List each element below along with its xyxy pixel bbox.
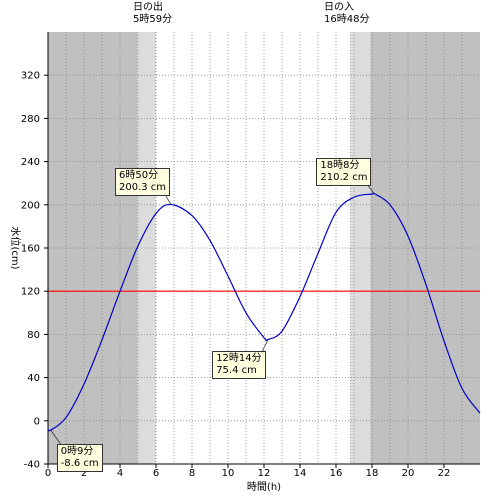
y-axis-label: 水位(cm) (9, 226, 22, 269)
extremum-value: -8.6 cm (60, 458, 99, 470)
y-tick-label: 280 (21, 114, 40, 125)
extremum-callout: 6時50分 200.3 cm (114, 168, 171, 197)
extremum-time: 12時14分 (216, 353, 262, 365)
sunrise-time: 5時59分 (133, 14, 173, 25)
x-tick-label: 18 (366, 468, 379, 479)
x-tick-label: 8 (189, 468, 195, 479)
x-tick-label: 2 (81, 468, 87, 479)
callout-pointer (261, 339, 269, 352)
x-tick-label: 6 (153, 468, 159, 479)
sunrise-label: 日の出 5時59分 (133, 2, 172, 26)
y-tick-label: 240 (21, 157, 40, 168)
extremum-time: 18時8分 (320, 159, 360, 171)
night-band-evening (370, 32, 480, 464)
sunset-title: 日の入 (324, 2, 354, 13)
x-axis-label: 時間(h) (247, 481, 281, 493)
x-tick-label: 12 (258, 468, 271, 479)
x-tick-label: 20 (402, 468, 415, 479)
y-tick-label: -40 (24, 460, 40, 471)
twilight-band-morning (137, 32, 156, 464)
sunset-label: 日の入 16時48分 (324, 2, 369, 26)
y-tick-label: 80 (27, 330, 40, 341)
y-tick-label: 40 (27, 373, 40, 384)
y-tick-label: 0 (34, 416, 40, 427)
x-tick-label: 14 (294, 468, 307, 479)
y-tick-label: 120 (21, 287, 40, 298)
x-tick-label: 22 (438, 468, 451, 479)
extremum-time: 0時9分 (60, 446, 94, 458)
sunrise-title: 日の出 (133, 2, 163, 13)
extremum-value: 210.2 cm (320, 171, 368, 183)
extremum-callout: 0時9分 -8.6 cm (56, 444, 103, 473)
extremum-value: 200.3 cm (118, 182, 167, 194)
night-band-morning (48, 32, 138, 464)
x-tick-label: 16 (330, 468, 343, 479)
extremum-callout: 12時14分 75.4 cm (212, 351, 266, 380)
x-tick-label: 10 (222, 468, 235, 479)
callout-pointer (50, 429, 62, 445)
y-tick-label: 160 (21, 244, 40, 255)
y-tick-label: 320 (21, 71, 40, 82)
extremum-value: 75.4 cm (216, 365, 257, 377)
extremum-callout: 18時8分 210.2 cm (316, 157, 372, 186)
y-tick-label: 200 (21, 200, 40, 211)
x-tick-label: 0 (45, 468, 51, 479)
extremum-time: 6時50分 (118, 170, 159, 182)
sunset-time: 16時48分 (324, 14, 370, 25)
tide-curve (47, 192, 481, 432)
x-tick-label: 4 (117, 468, 123, 479)
